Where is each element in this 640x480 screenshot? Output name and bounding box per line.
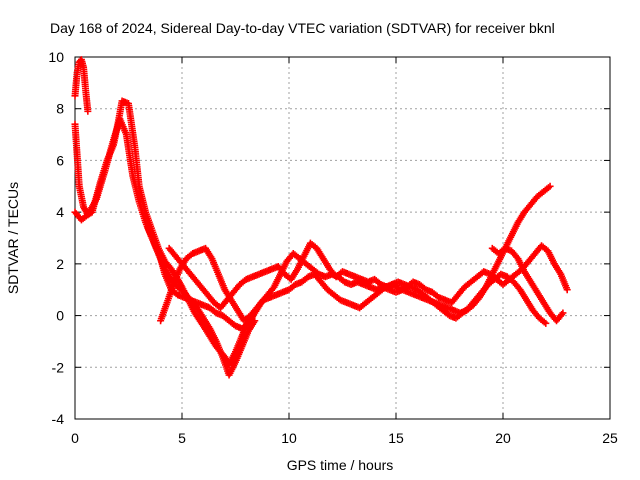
x-tick-label: 20 (495, 430, 511, 446)
plot-frame (74, 56, 611, 420)
x-tick-label: 10 (281, 430, 297, 446)
chart-title: Day 168 of 2024, Sidereal Day-to-day VTE… (50, 20, 555, 36)
series-track-2 (71, 97, 250, 369)
series-track-4 (144, 182, 554, 332)
x-tick-label: 5 (178, 430, 186, 446)
y-tick-label: 10 (48, 49, 64, 65)
data-point (84, 107, 92, 115)
y-tick-label: 6 (56, 152, 64, 168)
y-tick-label: 8 (56, 101, 64, 117)
y-tick-label: 4 (56, 204, 64, 220)
data-point (559, 309, 567, 317)
y-tick-label: 2 (56, 256, 64, 272)
x-tick-label: 15 (388, 430, 404, 446)
series-track-6 (165, 239, 571, 312)
series-track-7 (488, 244, 567, 325)
y-tick-label: 0 (56, 308, 64, 324)
y-axis-label: SDTVAR / TECUs (5, 182, 21, 294)
data-point (542, 319, 550, 327)
y-tick-label: -4 (52, 411, 65, 427)
x-tick-label: 0 (71, 430, 79, 446)
data-point (546, 182, 554, 190)
data-point (563, 286, 571, 294)
series-track-1 (71, 56, 92, 115)
data-points (71, 56, 571, 379)
x-tick-label: 25 (602, 430, 618, 446)
y-tick-label: -2 (52, 359, 65, 375)
series-track-3 (71, 115, 259, 379)
axis-ticks: 0 5 10 15 20 25 -4 -2 0 2 4 6 8 10 (48, 49, 618, 446)
x-axis-label: GPS time / hours (287, 457, 394, 473)
